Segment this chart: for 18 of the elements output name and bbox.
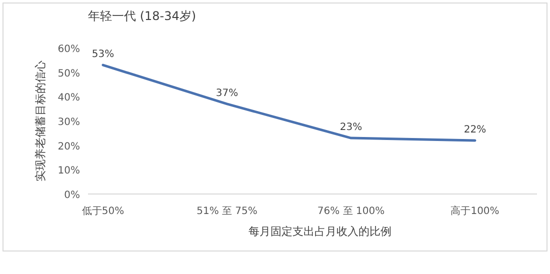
y-axis-title: 实现养老储蓄目标的信心 bbox=[34, 60, 47, 182]
y-tick-label: 40% bbox=[58, 92, 80, 104]
y-tick-label: 50% bbox=[58, 68, 80, 80]
x-tick-label: 76% 至 100% bbox=[317, 206, 385, 217]
y-tick-label: 20% bbox=[58, 141, 80, 152]
chart-title: 年轻一代 (18-34岁) bbox=[88, 9, 196, 23]
y-tick-label: 60% bbox=[58, 44, 80, 55]
y-tick-label: 10% bbox=[58, 166, 80, 177]
data-label: 53% bbox=[92, 49, 114, 60]
data-label: 37% bbox=[216, 88, 238, 99]
x-tick-label: 低于50% bbox=[82, 206, 124, 217]
x-tick-label: 51% 至 75% bbox=[196, 206, 258, 217]
y-tick-label: 0% bbox=[64, 190, 80, 201]
x-tick-label: 高于100% bbox=[450, 205, 500, 217]
data-label: 23% bbox=[340, 122, 362, 134]
y-tick-label: 30% bbox=[58, 117, 80, 128]
x-axis-title: 每月固定支出占月收入的比例 bbox=[248, 225, 392, 238]
data-label: 22% bbox=[464, 124, 486, 136]
